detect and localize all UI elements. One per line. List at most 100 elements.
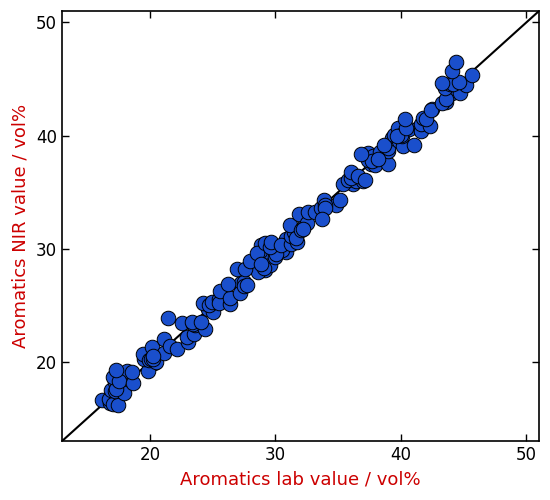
Point [285, 220, 294, 228]
Point [148, 352, 157, 360]
Point [266, 244, 274, 252]
Point [239, 278, 248, 286]
Point [109, 373, 118, 381]
Point [224, 280, 233, 287]
Point [304, 208, 312, 216]
Point [446, 80, 455, 88]
Point [147, 355, 156, 363]
Point [184, 338, 192, 346]
Point [422, 114, 431, 122]
Point [405, 124, 414, 132]
Point [409, 141, 418, 149]
Point [112, 384, 121, 392]
Point [438, 99, 447, 107]
Point [400, 116, 409, 124]
Point [425, 122, 434, 130]
Point [389, 131, 398, 139]
Point [198, 299, 207, 307]
Point [428, 106, 437, 114]
Point [260, 264, 268, 272]
Point [145, 356, 153, 364]
Point [394, 124, 403, 132]
Point [277, 241, 286, 249]
Point [354, 172, 362, 180]
Point [205, 301, 213, 309]
Point [152, 358, 161, 366]
Point [98, 396, 107, 404]
Point [332, 202, 340, 209]
Point [384, 160, 393, 168]
Point [295, 210, 304, 218]
Point [188, 318, 197, 326]
Point [191, 322, 200, 330]
Point [379, 140, 388, 148]
Point [287, 240, 295, 248]
Point [214, 296, 223, 304]
Point [366, 160, 375, 168]
Point [426, 106, 435, 114]
Point [147, 342, 156, 350]
Point [123, 367, 132, 375]
Point [383, 147, 392, 155]
Point [347, 174, 356, 182]
Point [207, 298, 216, 306]
Point [296, 226, 305, 234]
Point [149, 354, 158, 362]
Point [437, 78, 446, 86]
Point [261, 240, 270, 248]
Point [109, 400, 118, 408]
Point [298, 223, 307, 231]
Point [374, 154, 383, 162]
Point [455, 78, 464, 86]
Point [226, 300, 234, 308]
Point [282, 236, 290, 244]
Point [461, 81, 470, 89]
Point [190, 330, 199, 338]
Point [256, 247, 265, 255]
Point [164, 314, 173, 322]
Point [321, 200, 329, 208]
Point [272, 250, 281, 258]
Point [335, 196, 344, 204]
Point [318, 215, 327, 223]
Point [207, 298, 216, 306]
Point [166, 342, 175, 350]
Point [106, 399, 114, 407]
Point [261, 254, 270, 262]
Point [453, 81, 462, 89]
Point [245, 256, 254, 264]
Point [236, 280, 245, 287]
Point [201, 325, 210, 333]
Point [363, 149, 372, 157]
Point [178, 319, 186, 327]
Point [271, 254, 279, 262]
Point [160, 336, 168, 344]
Point [114, 378, 123, 386]
Point [448, 80, 457, 88]
Point [348, 180, 357, 188]
Point [441, 84, 450, 92]
Point [111, 378, 120, 386]
Point [397, 131, 405, 139]
Point [235, 290, 244, 298]
Point [359, 178, 367, 186]
Point [233, 265, 242, 273]
Point [302, 220, 311, 228]
Point [240, 282, 249, 290]
Point [104, 395, 113, 403]
Point [346, 168, 355, 176]
Point [215, 287, 224, 295]
Point [321, 204, 329, 212]
Point [339, 180, 348, 188]
Point [311, 208, 320, 216]
Point [208, 308, 217, 316]
Point [416, 120, 425, 128]
Point [107, 386, 116, 394]
Point [291, 228, 300, 236]
Point [375, 148, 384, 156]
Point [441, 98, 450, 106]
Point [292, 234, 300, 242]
Point [292, 238, 301, 246]
Point [139, 350, 148, 358]
Point [388, 134, 397, 142]
